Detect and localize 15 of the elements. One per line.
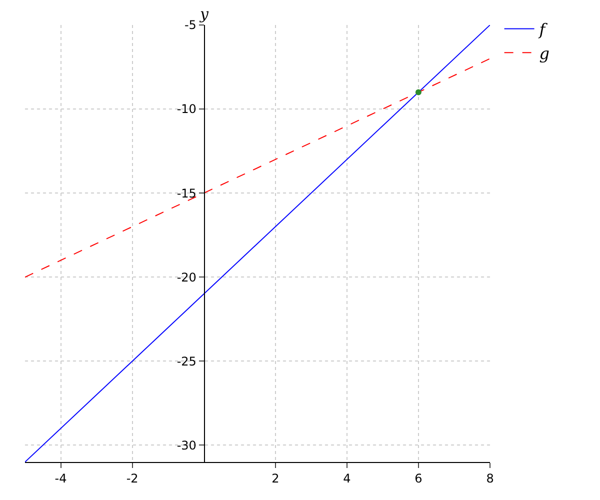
x-tick-label: 6 bbox=[414, 471, 422, 486]
y-tick-label: -25 bbox=[176, 354, 196, 368]
x-tick-label: 4 bbox=[343, 471, 351, 486]
y-tick-label: -5 bbox=[184, 18, 196, 32]
legend-label: f bbox=[538, 20, 548, 40]
x-tick-label: 2 bbox=[272, 471, 280, 486]
x-tick-label: -4 bbox=[54, 471, 67, 486]
legend-label: g bbox=[539, 44, 550, 63]
y-tick-label: -20 bbox=[176, 270, 196, 284]
y-tick-label: -10 bbox=[176, 102, 196, 116]
x-tick-label: -2 bbox=[126, 471, 138, 486]
y-tick-label: -30 bbox=[176, 438, 196, 452]
y-axis-title: y bbox=[199, 5, 209, 23]
x-tick-label: 8 bbox=[486, 471, 494, 486]
y-tick-label: -15 bbox=[176, 186, 196, 200]
